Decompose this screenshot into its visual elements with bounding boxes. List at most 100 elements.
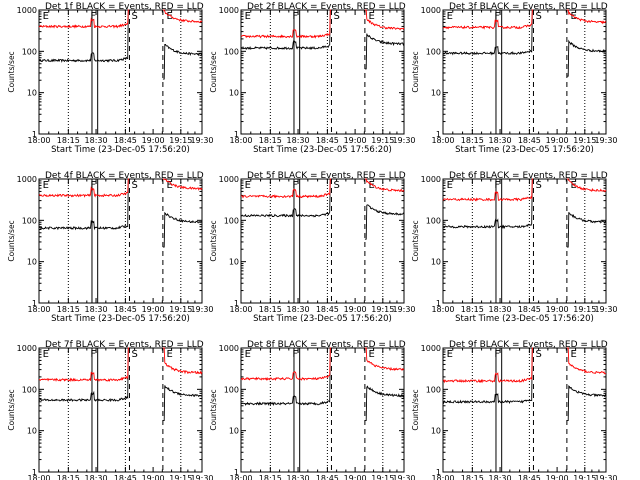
region-label: F	[90, 11, 96, 22]
plot-frame	[38, 178, 203, 304]
x-tick-label: 19:30	[392, 474, 415, 480]
plot-frame	[442, 9, 607, 135]
x-tick-label: 19:00	[344, 136, 367, 145]
events-series-line	[566, 385, 607, 422]
lld-series-line	[162, 178, 203, 191]
y-tick-label: 100	[426, 216, 441, 225]
y-axis-label: Counts/sec	[209, 389, 218, 430]
x-axis-label: Start Time (23-Dec-05 17:56:20)	[455, 145, 594, 155]
x-tick-label: 18:45	[316, 305, 339, 314]
region-label: S	[333, 180, 339, 191]
x-tick-label: 19:00	[546, 136, 569, 145]
events-series-line	[38, 178, 129, 231]
region-label: F	[494, 11, 500, 22]
detector-panel-6: Det 6f BLACK = Events, RED = LLD 1 10 100 10…	[411, 171, 618, 324]
detector-panel-1: Det 1f BLACK = Events, RED = LLD 1 10 100 10…	[7, 2, 214, 155]
x-tick-label: 18:15	[461, 474, 484, 480]
x-tick-label: 18:15	[461, 305, 484, 314]
y-tick-label: 1000	[421, 175, 441, 184]
events-series-line	[240, 178, 331, 218]
x-tick-label: 18:45	[114, 305, 137, 314]
x-tick-label: 18:30	[489, 474, 512, 480]
x-axis-label: Start Time (23-Dec-05 17:56:20)	[51, 145, 190, 155]
x-tick-label: 19:15	[169, 305, 192, 314]
x-tick-label: 19:00	[142, 474, 165, 480]
x-tick-label: 19:15	[573, 305, 596, 314]
events-series-line	[162, 43, 203, 80]
x-tick-label: 19:00	[344, 474, 367, 480]
events-series-line	[38, 9, 129, 63]
y-tick-label: 1	[32, 299, 37, 308]
y-tick-label: 10	[229, 427, 239, 436]
y-tick-label: 1000	[421, 6, 441, 15]
detector-panel-5: Det 5f BLACK = Events, RED = LLD 1 10 100 10…	[209, 171, 416, 324]
region-label: F	[90, 180, 96, 191]
x-tick-label: 19:30	[190, 305, 213, 314]
region-label: E	[43, 180, 49, 191]
x-tick-label: 18:15	[461, 136, 484, 145]
lld-series-line	[442, 347, 533, 384]
region-label: E	[447, 180, 453, 191]
plot-frame	[240, 178, 405, 304]
events-series-line	[240, 347, 331, 407]
region-label: S	[131, 180, 137, 191]
y-tick-label: 1	[436, 468, 441, 477]
x-tick-label: 18:15	[57, 305, 80, 314]
region-label: S	[535, 11, 541, 22]
x-tick-label: 18:45	[518, 305, 541, 314]
y-tick-label: 1000	[421, 344, 441, 353]
region-label: E	[167, 349, 173, 360]
lld-series-line	[38, 347, 129, 383]
region-label: E	[167, 180, 173, 191]
plot-frame	[442, 178, 607, 304]
lld-series-line	[566, 347, 607, 375]
y-tick-label: 1	[32, 468, 37, 477]
y-axis-label: Counts/sec	[209, 51, 218, 92]
x-tick-label: 18:45	[316, 136, 339, 145]
y-axis-label: Counts/sec	[7, 220, 16, 261]
y-tick-label: 1	[32, 130, 37, 139]
x-tick-label: 18:00	[431, 136, 454, 145]
x-tick-label: 19:15	[371, 136, 394, 145]
y-tick-label: 10	[431, 427, 441, 436]
x-tick-label: 18:00	[27, 305, 50, 314]
x-tick-label: 18:45	[518, 474, 541, 480]
x-tick-label: 18:30	[287, 305, 310, 314]
y-tick-label: 10	[431, 258, 441, 267]
y-axis-label: Counts/sec	[411, 220, 420, 261]
x-tick-label: 19:30	[190, 136, 213, 145]
x-tick-label: 19:15	[371, 305, 394, 314]
y-tick-label: 1000	[219, 6, 239, 15]
events-series-line	[38, 347, 129, 403]
region-label: E	[245, 180, 251, 191]
plot-frame	[240, 9, 405, 135]
x-tick-label: 18:45	[114, 136, 137, 145]
x-tick-label: 18:15	[57, 474, 80, 480]
region-label: F	[292, 180, 298, 191]
x-tick-label: 19:00	[142, 136, 165, 145]
lld-series-line	[442, 9, 533, 30]
panel-title: Det 6f BLACK = Events, RED = LLD	[449, 171, 608, 181]
lld-series-line	[240, 347, 331, 381]
region-label: E	[43, 11, 49, 22]
detector-panel-8: Det 8f BLACK = Events, RED = LLD 1 10 100 10…	[209, 340, 416, 480]
region-label: S	[131, 11, 137, 22]
y-axis-label: Counts/sec	[7, 51, 16, 92]
x-tick-label: 19:30	[594, 474, 617, 480]
region-label: E	[447, 11, 453, 22]
lld-series-line	[364, 347, 405, 372]
events-series-line	[442, 347, 533, 405]
x-tick-label: 19:30	[392, 305, 415, 314]
plot-frame	[442, 347, 607, 473]
y-tick-label: 10	[431, 89, 441, 98]
region-label: F	[292, 349, 298, 360]
y-axis-label: Counts/sec	[7, 389, 16, 430]
panel-title: Det 1f BLACK = Events, RED = LLD	[45, 2, 204, 12]
x-tick-label: 18:00	[431, 474, 454, 480]
y-tick-label: 100	[426, 47, 441, 56]
region-label: E	[571, 349, 577, 360]
region-label: F	[494, 349, 500, 360]
panel-title: Det 8f BLACK = Events, RED = LLD	[247, 340, 406, 350]
events-series-line	[566, 39, 607, 77]
